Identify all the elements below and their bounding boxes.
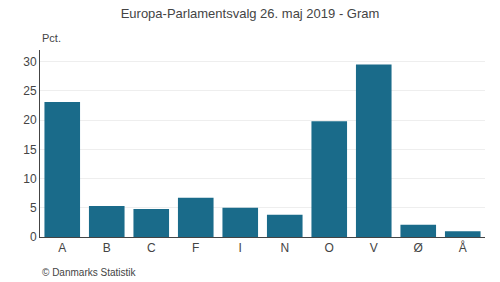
svg-text:10: 10 xyxy=(23,172,37,186)
svg-text:20: 20 xyxy=(23,113,37,127)
svg-text:5: 5 xyxy=(30,201,37,215)
svg-text:Europa-Parlamentsvalg 26. maj: Europa-Parlamentsvalg 26. maj 2019 - Gra… xyxy=(121,6,380,21)
svg-text:C: C xyxy=(147,241,156,255)
svg-text:F: F xyxy=(192,241,199,255)
svg-text:0: 0 xyxy=(30,230,37,244)
svg-text:B: B xyxy=(103,241,111,255)
svg-text:I: I xyxy=(239,241,242,255)
svg-text:N: N xyxy=(280,241,289,255)
svg-text:Pct.: Pct. xyxy=(42,32,61,44)
svg-text:V: V xyxy=(370,241,378,255)
svg-text:O: O xyxy=(325,241,334,255)
svg-text:30: 30 xyxy=(23,55,37,69)
svg-text:25: 25 xyxy=(23,84,37,98)
svg-text:© Danmarks Statistik: © Danmarks Statistik xyxy=(42,267,137,278)
svg-text:Å: Å xyxy=(459,240,467,255)
svg-text:15: 15 xyxy=(23,143,37,157)
svg-text:Ø: Ø xyxy=(414,241,423,255)
svg-text:A: A xyxy=(58,241,66,255)
